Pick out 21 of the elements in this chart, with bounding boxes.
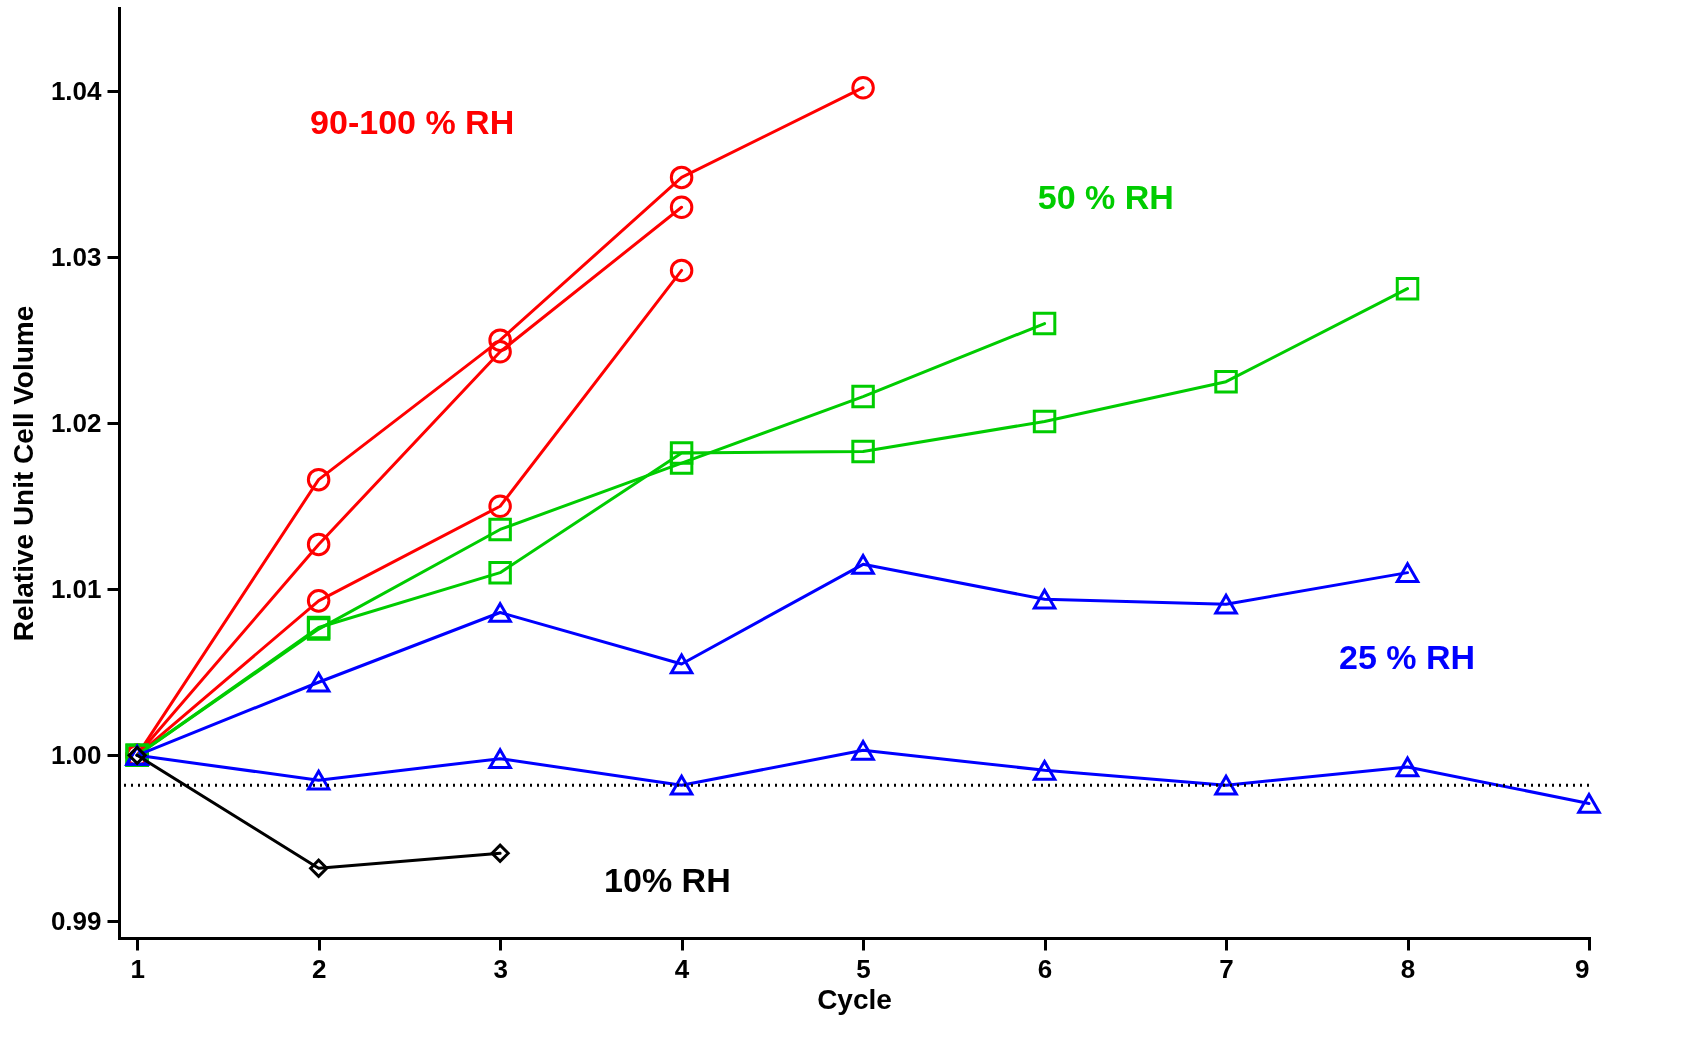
x-axis-title: Cycle: [817, 983, 892, 1015]
x-tick-label: 5: [856, 953, 871, 984]
x-tick-label: 6: [1037, 953, 1053, 984]
annotation: 10% RH: [604, 861, 731, 900]
x-tick-label: 3: [493, 953, 508, 984]
annotation: 50 % RH: [1037, 177, 1174, 216]
x-tick-label: 7: [1219, 953, 1234, 984]
x-tick-label: 8: [1400, 953, 1416, 984]
x-tick-label: 2: [311, 953, 327, 984]
y-tick-label: 1.01: [50, 573, 102, 604]
y-tick-label: 1.02: [50, 407, 102, 438]
annotation: 90-100 % RH: [310, 103, 515, 142]
y-tick-label: 0.99: [50, 905, 102, 936]
y-tick-label: 1.04: [50, 75, 103, 106]
y-tick-label: 1.00: [50, 739, 102, 770]
y-tick-label: 1.03: [50, 241, 102, 272]
y-axis-title: Relative Unit Cell Volume: [7, 305, 39, 642]
x-tick-label: 1: [130, 953, 145, 984]
x-tick-label: 9: [1575, 953, 1590, 984]
x-tick-label: 4: [674, 953, 690, 984]
annotation: 25 % RH: [1339, 638, 1476, 676]
